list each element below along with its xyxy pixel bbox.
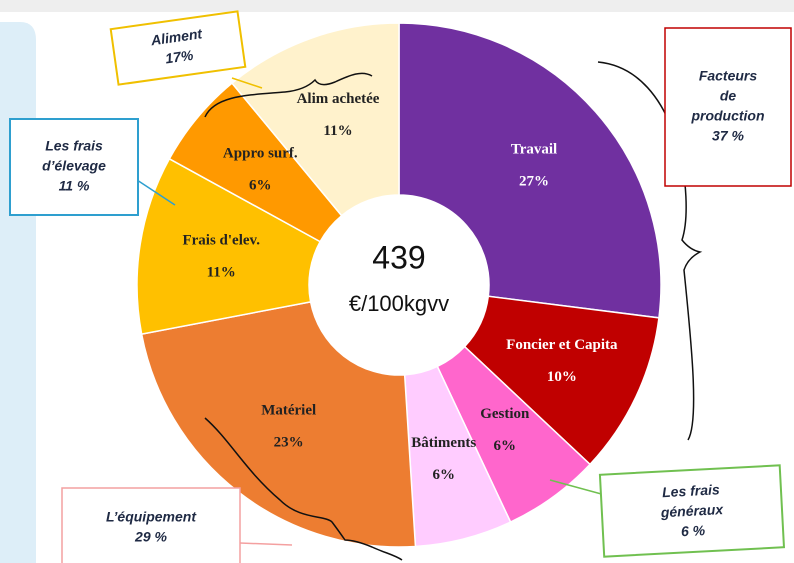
value-label: 11%: [207, 264, 236, 280]
value-label: 6%: [433, 467, 456, 483]
connector: [549, 479, 606, 496]
callout-text: production: [690, 108, 764, 124]
center-value: 439: [372, 239, 425, 275]
donut-segment: [140, 300, 417, 548]
callout-text: d’élevage: [42, 158, 106, 174]
value-label: 6%: [249, 178, 272, 194]
value-label: 6%: [494, 438, 517, 454]
donut-segment: [230, 22, 400, 217]
connector: [231, 77, 263, 89]
segment-label: Foncier et Capita: [506, 337, 618, 353]
value-label: 10%: [547, 369, 577, 385]
callout-text: Aliment: [149, 25, 204, 48]
segment-label: Matériel: [261, 403, 316, 419]
callout-text: 6 %: [681, 522, 706, 539]
callout-text: Les frais: [662, 481, 721, 500]
donut-segment: [398, 22, 662, 319]
segment-label: Gestion: [480, 406, 530, 422]
callout-box: [109, 10, 247, 86]
donut-segment: [136, 157, 322, 335]
callout-box: [9, 118, 139, 216]
donut: [136, 22, 662, 548]
segment-label: Appro surf.: [223, 146, 298, 162]
connector: [239, 542, 293, 546]
callout-text: généraux: [659, 501, 724, 520]
callout-box: [664, 27, 792, 187]
callout-box: [61, 487, 241, 563]
brace: [204, 72, 373, 118]
top-band: [0, 0, 794, 12]
callout-box: [598, 464, 786, 558]
connector: [136, 179, 176, 206]
value-label: 23%: [274, 435, 304, 451]
value-label: 11%: [323, 123, 352, 139]
center-unit: €/100kgvv: [349, 291, 449, 316]
segment-label: Alim achetée: [297, 91, 380, 107]
callout-text: 17%: [164, 47, 195, 67]
segment-label: Travail: [511, 141, 557, 157]
value-label: 27%: [519, 173, 549, 189]
side-panel: [0, 22, 36, 563]
callout-text: de: [720, 88, 737, 104]
segment-label: Bâtiments: [411, 435, 476, 451]
brace: [204, 417, 403, 561]
callout-text: Facteurs: [699, 68, 758, 84]
segment-label: Frais d'elev.: [182, 232, 260, 248]
callout-text: 11 %: [59, 178, 90, 194]
callout-text: 37 %: [712, 128, 744, 144]
donut-segment: [463, 295, 660, 466]
callout-text: Les frais: [45, 138, 103, 154]
callout-text: L’équipement: [106, 509, 197, 525]
callout-text: 29 %: [134, 529, 167, 545]
